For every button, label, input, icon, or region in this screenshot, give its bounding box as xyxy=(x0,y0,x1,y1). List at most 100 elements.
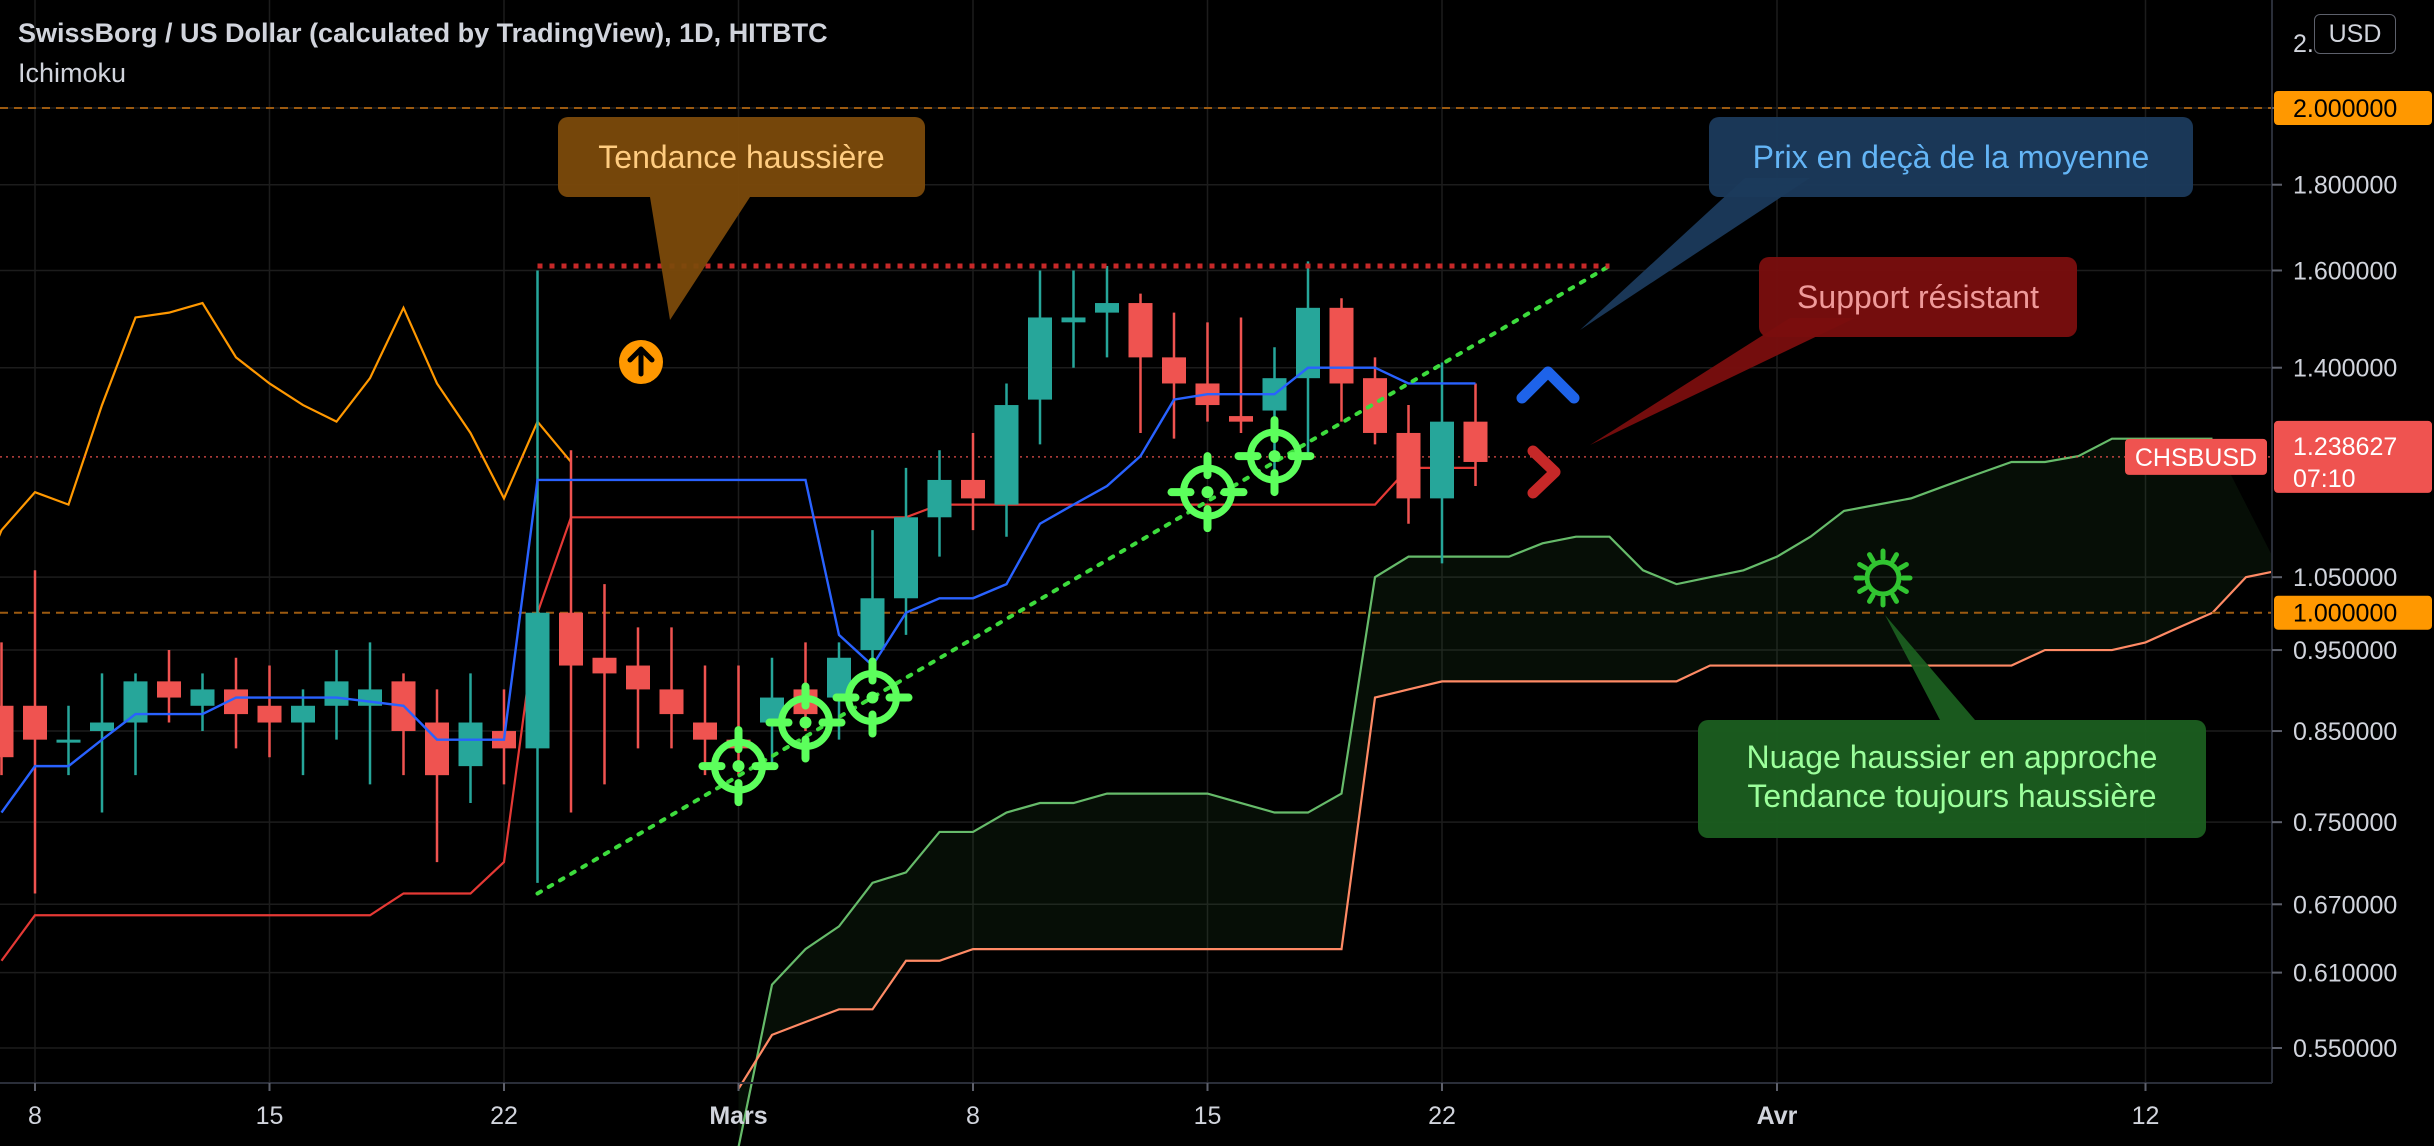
crosshair-icon xyxy=(832,657,913,738)
crosshair-dot xyxy=(866,691,879,704)
sun-ray xyxy=(1897,585,1909,594)
candle xyxy=(90,673,114,813)
badge-bg xyxy=(2274,420,2432,493)
candle-body xyxy=(1229,416,1253,422)
last-price-value: 1.238627 xyxy=(2293,433,2397,461)
chevron-right-icon xyxy=(1527,445,1561,499)
time-tick-label: 15 xyxy=(256,1102,284,1130)
candle xyxy=(1028,270,1052,445)
candle xyxy=(927,450,952,557)
time-tick-label: 22 xyxy=(1428,1102,1456,1130)
candle xyxy=(123,673,148,776)
kijun-sen-line xyxy=(0,466,1476,962)
crosshair-icon xyxy=(698,726,779,807)
sun-ray xyxy=(1867,592,1876,604)
time-tick-label: Avr xyxy=(1757,1102,1798,1130)
candle xyxy=(1128,293,1153,433)
badge-bg xyxy=(2125,438,2267,475)
time-tick-label: 15 xyxy=(1194,1102,1222,1130)
callout-tail xyxy=(650,197,750,320)
candle-body xyxy=(659,689,684,715)
candle-body xyxy=(1363,378,1387,433)
time-tick-label: 8 xyxy=(28,1102,42,1130)
callout-text: Prix en deçà de la moyenne xyxy=(1753,139,2150,175)
crosshair-icon xyxy=(765,682,846,763)
price-tick-label: 1.050000 xyxy=(2293,564,2397,592)
senkou-span-a-line xyxy=(737,437,2213,1146)
crosshair-dot xyxy=(1268,450,1281,463)
price-tick-label: 0.950000 xyxy=(2293,637,2397,665)
candle-body xyxy=(324,681,349,706)
candle-body xyxy=(1028,317,1052,400)
candle xyxy=(324,650,349,740)
candle xyxy=(224,657,248,749)
sun-ray xyxy=(1890,552,1899,564)
ichimoku-cloud xyxy=(738,438,2280,1146)
callout-box xyxy=(1759,257,2077,337)
icon-arrow xyxy=(627,346,655,377)
candle xyxy=(860,530,885,658)
candle-body xyxy=(860,598,885,651)
price-tick-label: 0.550000 xyxy=(2293,1035,2397,1063)
currency-button[interactable]: USD xyxy=(2314,14,2396,54)
candle-body xyxy=(157,681,181,698)
time-tick-label: 8 xyxy=(966,1102,980,1130)
candle xyxy=(592,584,617,785)
badge-text: 2.000000 xyxy=(2293,95,2397,123)
chart-title: SwissBorg / US Dollar (calculated by Tra… xyxy=(18,18,828,48)
crosshair-icon xyxy=(1234,416,1315,497)
sun-ray xyxy=(1857,585,1869,594)
candle xyxy=(190,673,215,732)
ascending-trendline xyxy=(535,263,1612,896)
callout-box xyxy=(1698,720,2206,838)
candle xyxy=(1363,357,1387,445)
callout-text-line2: Tendance toujours haussière xyxy=(1747,778,2156,814)
candle xyxy=(626,627,650,749)
candle-body xyxy=(1430,421,1454,499)
candle xyxy=(458,673,483,804)
horizontal-level-badge: 1.000000 xyxy=(2274,595,2432,630)
candle xyxy=(257,665,282,758)
candle xyxy=(1329,298,1354,422)
candle-body xyxy=(1095,303,1119,313)
candle xyxy=(1296,261,1320,457)
senkou-span-b-line xyxy=(737,569,2280,1090)
candle xyxy=(1463,383,1488,487)
price-axis-bg xyxy=(2272,0,2434,1146)
candle xyxy=(391,673,416,776)
chikou-span-line xyxy=(0,301,572,537)
sun-core xyxy=(1864,559,1902,597)
price-tick-label: 1.800000 xyxy=(2293,172,2397,200)
candle-body xyxy=(1463,421,1488,462)
sun-ray xyxy=(1857,562,1869,571)
crosshair-dot xyxy=(1201,486,1214,499)
price-tick-label: 0.670000 xyxy=(2293,891,2397,919)
price-tick-label: 0.850000 xyxy=(2293,718,2397,746)
price-tick-label: 0.750000 xyxy=(2293,809,2397,837)
tenkan-sen-line xyxy=(0,366,1476,814)
candle xyxy=(1396,405,1421,524)
up-arrow-circle-icon xyxy=(619,340,663,384)
candle xyxy=(726,665,751,776)
price-tick-label: 1.400000 xyxy=(2293,355,2397,383)
candle-body xyxy=(626,665,650,690)
price-tick-label: 1.600000 xyxy=(2293,257,2397,285)
callout-tail xyxy=(1590,318,1855,445)
candle xyxy=(693,665,717,776)
candle-body xyxy=(190,689,215,706)
candle xyxy=(659,627,684,749)
price-tick-label-partial: 2. xyxy=(2293,30,2314,58)
callout-tail xyxy=(1580,178,1810,330)
candle-body xyxy=(1396,432,1421,499)
candle xyxy=(23,570,47,894)
candle-body xyxy=(458,722,483,767)
candle-body xyxy=(525,612,550,749)
candle xyxy=(1162,312,1186,439)
sun-ray xyxy=(1897,562,1909,571)
callout-text: Support résistant xyxy=(1797,279,2039,315)
badge-bg xyxy=(2274,91,2432,125)
candle-body xyxy=(56,739,81,743)
candle-body xyxy=(1329,307,1354,384)
